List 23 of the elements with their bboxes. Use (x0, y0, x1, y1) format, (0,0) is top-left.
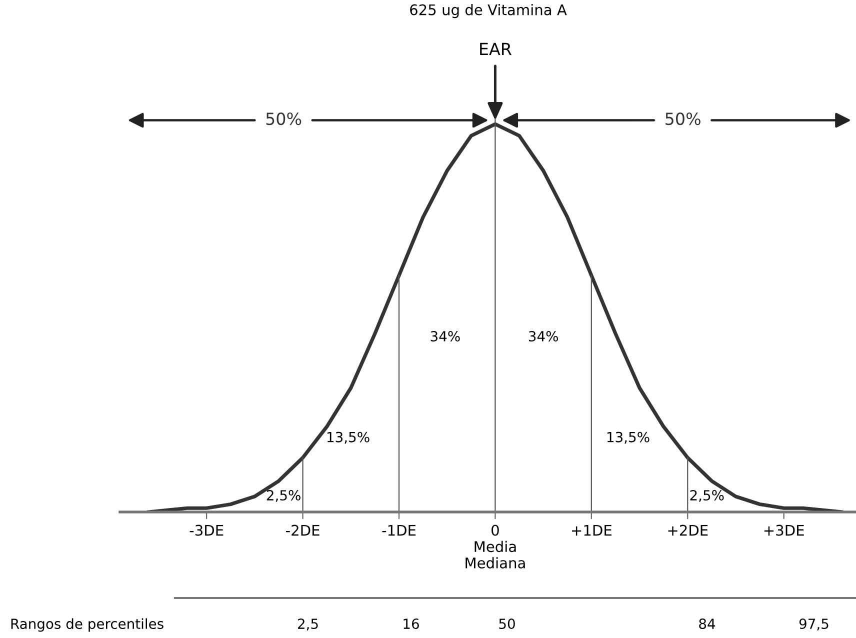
text: 84 (699, 618, 716, 630)
x-tick-label: -2DE (286, 524, 320, 536)
text: 2,5 (298, 618, 318, 630)
annotation: 34% (528, 330, 558, 342)
annotation: 2,5% (266, 490, 300, 502)
x-tick-label: -3DE (190, 524, 224, 536)
text: 50 (499, 618, 515, 630)
text: 16 (404, 618, 419, 630)
text: 97,5 (799, 618, 828, 630)
annotation: 13,5% (327, 432, 370, 444)
text: EAR (480, 42, 512, 56)
x-tick-label: -1DE (382, 524, 416, 536)
annotation: 13,5% (607, 432, 650, 444)
chart-title: 625 ug de Vitamina A (410, 4, 567, 18)
annotation: 50% (266, 112, 302, 126)
x-tick-label: +2DE (668, 524, 708, 536)
x-tick-label: +1DE (572, 524, 612, 536)
annotation: 34% (430, 330, 460, 342)
text: Rangos de percentiles (11, 618, 164, 632)
annotation: 2,5% (690, 490, 724, 502)
x-tick-label: +3DE (764, 524, 804, 536)
annotation: 50% (666, 112, 700, 126)
x-tick-label: 0 Media Mediana (466, 524, 525, 568)
